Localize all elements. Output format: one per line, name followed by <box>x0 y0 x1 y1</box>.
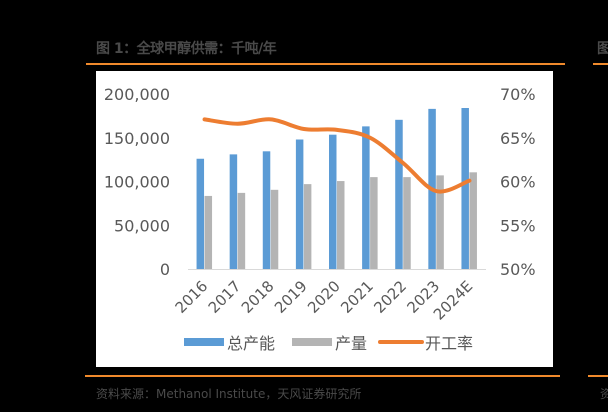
combo-chart: 0 50,000 100,000 150,000 200,000 50% 55% 60% 65%… <box>104 85 536 353</box>
right-axis-tick: 60% <box>500 173 536 192</box>
right-axis-tick: 70% <box>500 85 536 104</box>
legend-swatch <box>184 338 224 346</box>
left-axis-tick: 100,000 <box>104 173 170 192</box>
chart-panel: 0 50,000 100,000 150,000 200,000 50% 55% 60% 65%… <box>96 71 553 367</box>
bar-capacity <box>362 126 370 269</box>
bar-capacity <box>196 158 205 269</box>
right-axis-tick: 50% <box>500 260 536 279</box>
bar-output <box>469 172 477 269</box>
x-axis-label: 2020 <box>304 277 344 317</box>
bar-output <box>204 195 213 269</box>
bar-capacity <box>229 154 238 269</box>
adjacent-source-fragment: 资 <box>600 387 608 401</box>
adjacent-source-divider <box>588 375 608 377</box>
left-axis-tick: 200,000 <box>104 85 170 104</box>
bar-capacity <box>329 134 337 269</box>
x-axis-label: 2019 <box>271 277 311 317</box>
bar-capacity <box>395 119 403 269</box>
x-axis-label: 2021 <box>337 277 377 317</box>
source-note: 资料来源：Methanol Institute，天风证券研究所 <box>96 387 362 401</box>
adjacent-title-divider <box>593 63 608 65</box>
bar-output <box>436 175 444 269</box>
bar-capacity <box>262 151 271 269</box>
utilization-line <box>202 117 472 194</box>
left-axis-tick: 0 <box>160 260 170 279</box>
legend-swatch <box>292 338 332 346</box>
figure-title: 图 1：全球甲醇供需：千吨/年 <box>96 41 277 57</box>
x-axis-label: 2016 <box>172 277 212 317</box>
right-axis-tick: 55% <box>500 216 536 235</box>
x-axis-label: 2018 <box>238 277 278 317</box>
source-divider <box>85 375 560 377</box>
left-axis-tick: 150,000 <box>104 129 170 148</box>
x-axis-label: 2017 <box>205 277 245 317</box>
adjacent-figure-title-fragment: 图 <box>597 41 608 57</box>
title-divider <box>86 63 565 65</box>
left-axis-tick: 50,000 <box>114 216 170 235</box>
legend-label: 总产能 <box>227 334 275 353</box>
legend-label: 开工率 <box>425 334 473 353</box>
bar-output <box>303 184 312 269</box>
bar-output <box>237 192 246 269</box>
right-axis-tick: 65% <box>500 129 536 148</box>
x-axis-label: 2022 <box>370 277 410 317</box>
bar-output <box>370 177 378 269</box>
bar-output <box>403 177 411 269</box>
legend-label: 产量 <box>335 334 367 353</box>
bar-output <box>337 181 345 269</box>
bar-capacity <box>295 139 304 269</box>
bar-output <box>270 189 279 269</box>
bar-capacity <box>461 108 469 269</box>
